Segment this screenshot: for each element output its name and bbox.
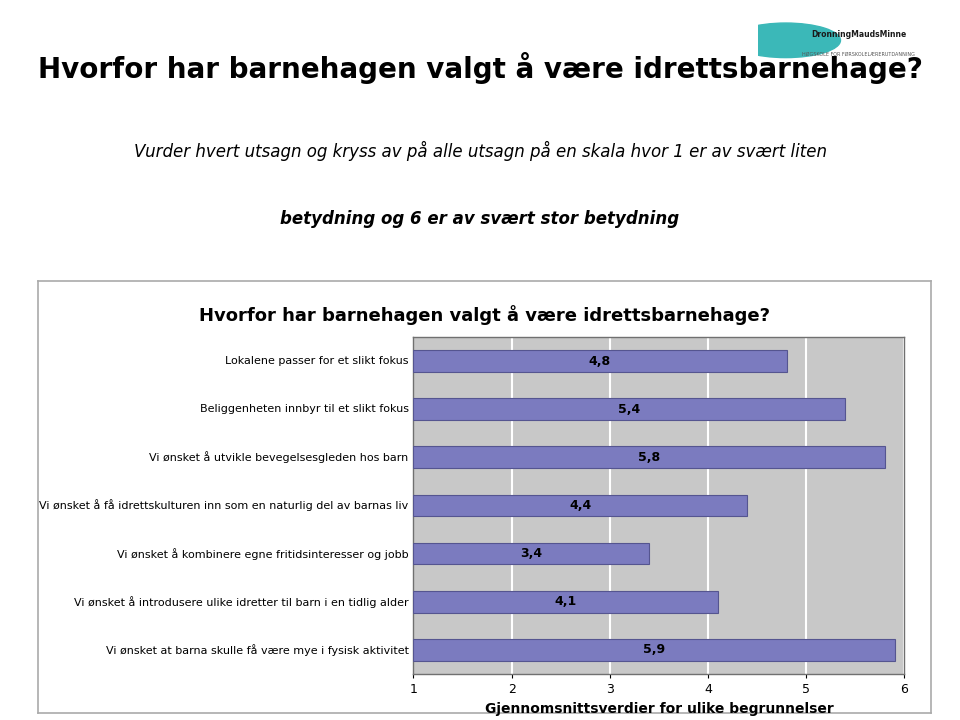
Text: Vi ønsket å utvikle bevegelsesgleden hos barn: Vi ønsket å utvikle bevegelsesgleden hos…	[150, 451, 409, 463]
Bar	[414, 495, 747, 516]
Text: Vi ønsket å introdusere ulike idretter til barn i en tidlig alder: Vi ønsket å introdusere ulike idretter t…	[74, 595, 409, 608]
Text: Vurder hvert utsagn og kryss av på alle utsagn på en skala hvor 1 er av svært li: Vurder hvert utsagn og kryss av på alle …	[133, 140, 827, 161]
Text: DronningMaudsMinne: DronningMaudsMinne	[811, 30, 906, 39]
Text: 5,8: 5,8	[638, 451, 660, 464]
Text: HØGSKOLE FOR FØRSKOLELÆRERUTDANNING: HØGSKOLE FOR FØRSKOLELÆRERUTDANNING	[803, 53, 915, 57]
Text: Beliggenheten innbyr til et slikt fokus: Beliggenheten innbyr til et slikt fokus	[200, 404, 409, 414]
Bar	[414, 398, 846, 420]
Text: 4,8: 4,8	[588, 354, 611, 367]
Circle shape	[732, 23, 841, 58]
Text: Hvorfor har barnehagen valgt å være idrettsbarnehage?: Hvorfor har barnehagen valgt å være idre…	[37, 53, 923, 84]
Bar	[414, 350, 786, 372]
Text: 5,4: 5,4	[618, 402, 640, 415]
Bar	[414, 543, 649, 564]
Text: 4,4: 4,4	[569, 499, 591, 512]
Text: Vi ønsket at barna skulle få være mye i fysisk aktivitet: Vi ønsket at barna skulle få være mye i …	[106, 644, 409, 656]
Bar	[414, 639, 895, 661]
Bar	[414, 446, 885, 468]
Text: 4,1: 4,1	[555, 595, 577, 608]
Text: betydning og 6 er av svært stor betydning: betydning og 6 er av svært stor betydnin…	[280, 210, 680, 228]
X-axis label: Gjennomsnittsverdier for ulike begrunnelser: Gjennomsnittsverdier for ulike begrunnel…	[485, 701, 833, 716]
Text: 3,4: 3,4	[520, 547, 542, 560]
Text: Hvorfor har barnehagen valgt å være idrettsbarnehage?: Hvorfor har barnehagen valgt å være idre…	[200, 305, 770, 325]
Text: Lokalene passer for et slikt fokus: Lokalene passer for et slikt fokus	[225, 356, 409, 366]
Text: Vi ønsket å kombinere egne fritidsinteresser og jobb: Vi ønsket å kombinere egne fritidsintere…	[117, 548, 409, 559]
Text: 5,9: 5,9	[643, 644, 665, 657]
Bar	[414, 591, 718, 613]
Text: Vi ønsket å få idrettskulturen inn som en naturlig del av barnas liv: Vi ønsket å få idrettskulturen inn som e…	[39, 500, 409, 511]
